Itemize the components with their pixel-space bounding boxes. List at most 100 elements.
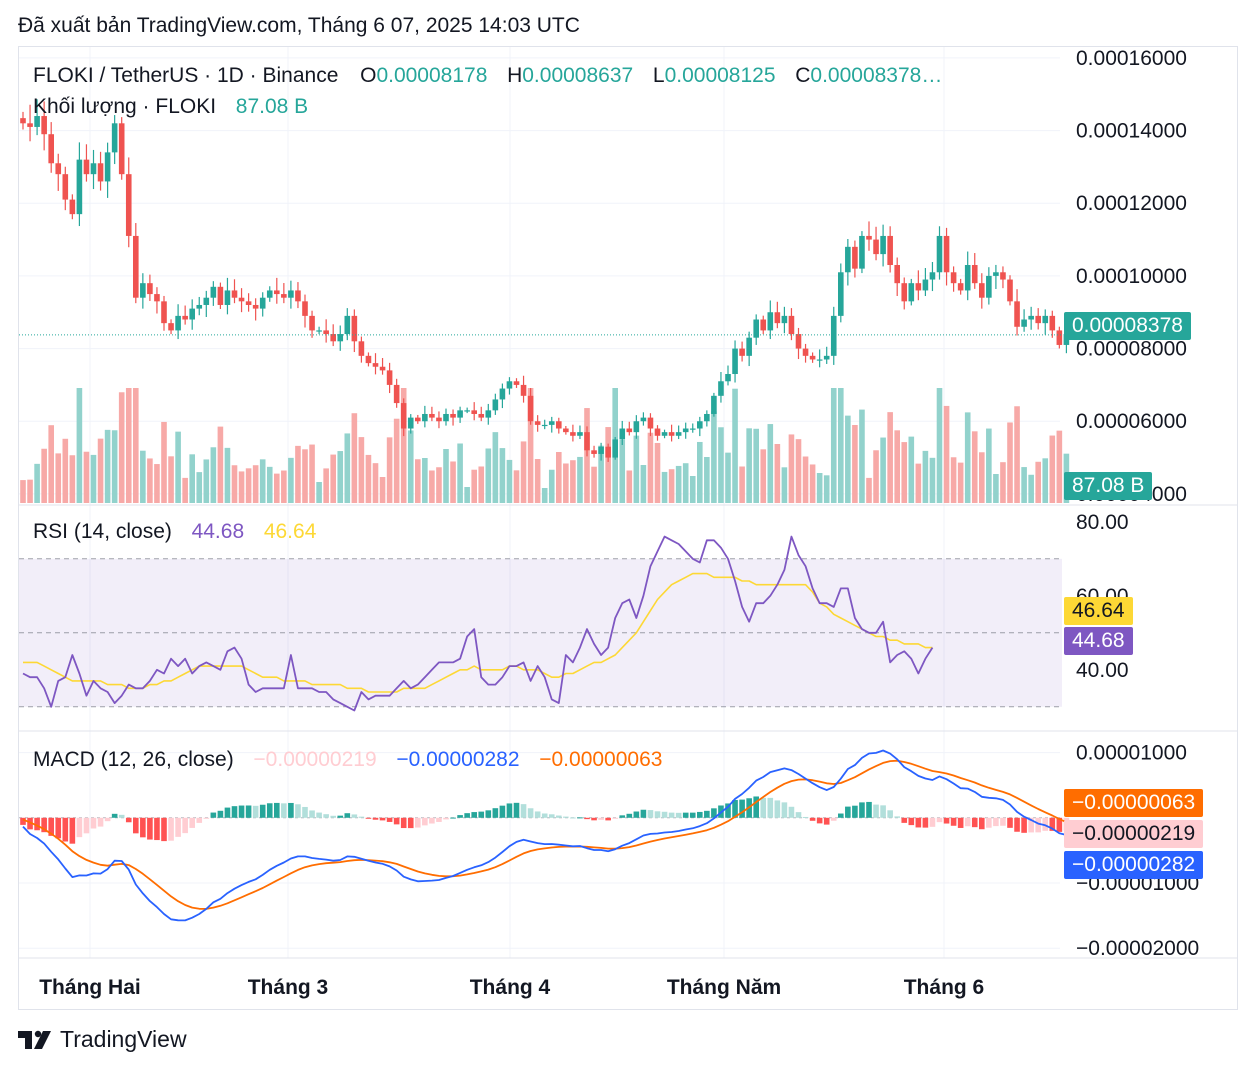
- rsi-value: 44.68: [191, 520, 245, 543]
- volume-bar: [979, 452, 985, 503]
- candle-body: [986, 275, 992, 298]
- candle-body: [27, 123, 33, 127]
- macd-histogram-bar: [499, 805, 506, 818]
- macd-histogram-bar: [682, 812, 689, 818]
- volume-bar: [379, 477, 386, 503]
- volume-bar: [34, 463, 40, 503]
- volume-bar: [76, 388, 83, 503]
- candle-body: [288, 290, 294, 298]
- macd-histogram-bar: [1021, 817, 1027, 833]
- macd-histogram-bar: [365, 817, 372, 819]
- volume-bar: [922, 450, 929, 503]
- rsi-ma-value: 46.64: [263, 520, 317, 543]
- candle-body: [450, 413, 456, 418]
- macd-label[interactable]: MACD (12, 26, close): [33, 748, 234, 771]
- candle-body: [104, 152, 111, 182]
- candle-body: [584, 432, 590, 451]
- footer-brand-name: TradingView: [60, 1026, 187, 1052]
- macd-histogram-bar: [485, 810, 492, 818]
- volume-bar: [936, 388, 943, 503]
- macd-histogram-bar: [809, 817, 816, 821]
- macd-histogram-bar: [478, 811, 485, 818]
- candle-body: [682, 428, 689, 433]
- volume-bar: [802, 456, 809, 503]
- macd-histogram-bar: [48, 817, 54, 836]
- macd-histogram-bar: [351, 814, 358, 818]
- candle-body: [612, 439, 618, 458]
- candle-body: [161, 301, 167, 324]
- candle-body: [97, 163, 104, 182]
- macd-histogram-bar: [964, 817, 971, 827]
- macd-histogram-bar: [816, 817, 823, 824]
- macd-histogram-bar: [548, 814, 555, 818]
- macd-axis-tick: −0.00002000: [1076, 937, 1199, 960]
- macd-histogram-bar: [668, 812, 675, 818]
- candle-body: [845, 246, 851, 273]
- volume-bar: [541, 488, 548, 503]
- rsi-line: [22, 535, 934, 712]
- macd-histogram-bar: [175, 817, 181, 837]
- volume-bar: [309, 444, 315, 503]
- volume-bar: [27, 479, 33, 503]
- volume-bar: [971, 431, 978, 503]
- macd-histogram-bar: [27, 817, 33, 830]
- candle-body: [626, 428, 633, 433]
- volume-bar: [725, 452, 731, 503]
- volume-label[interactable]: Khối lượng · FLOKI: [33, 95, 217, 118]
- volume-bar: [48, 425, 54, 503]
- macd-histogram-bar: [133, 817, 139, 834]
- volume-bar: [485, 448, 492, 503]
- macd-histogram-bar: [379, 817, 386, 821]
- candle-body: [415, 417, 421, 422]
- macd-histogram-bar: [915, 817, 922, 828]
- macd-histogram-bar: [422, 817, 428, 826]
- macd-histogram-bar: [880, 805, 886, 818]
- volume-bar: [661, 471, 668, 503]
- macd-histogram-bar: [372, 817, 379, 820]
- candle-body: [34, 116, 40, 127]
- price-axis-tick: 0.00016000: [1076, 47, 1187, 70]
- close-label: C: [795, 64, 811, 87]
- volume-bar: [323, 468, 329, 503]
- macd-histogram-bar: [591, 817, 597, 821]
- macd-histogram-bar: [901, 817, 908, 823]
- candle-body: [746, 337, 752, 356]
- candle-body: [266, 290, 273, 298]
- macd-histogram-bar: [598, 817, 604, 820]
- volume-bar: [189, 454, 195, 503]
- footer-brand[interactable]: TradingView: [18, 1026, 187, 1053]
- volume-bar: [69, 455, 76, 503]
- candle-body: [224, 290, 231, 305]
- candle-body: [175, 315, 181, 331]
- macd-histogram-bar: [118, 814, 125, 818]
- macd-histogram-bar: [753, 796, 759, 818]
- macd-histogram-bar: [605, 817, 611, 821]
- candle-body: [697, 421, 703, 429]
- macd-histogram-bar: [245, 805, 252, 818]
- macd-histogram-bar: [266, 803, 273, 818]
- volume-bar: [880, 437, 886, 503]
- macd-histogram-bar: [697, 811, 703, 818]
- macd-histogram-bar: [203, 817, 210, 819]
- candle-body: [598, 446, 604, 454]
- volume-bar: [633, 435, 640, 503]
- rsi-label[interactable]: RSI (14, close): [33, 520, 172, 543]
- candle-body: [407, 417, 414, 429]
- volume-bar: [640, 465, 647, 503]
- volume-bar: [168, 456, 174, 503]
- macd-histogram-bar: [316, 812, 322, 818]
- volume-bar: [823, 475, 830, 503]
- volume-bar: [795, 439, 802, 503]
- macd-histogram-bar: [866, 801, 872, 818]
- volume-bar: [852, 425, 858, 503]
- volume-bar: [161, 421, 167, 503]
- candle-body: [527, 395, 534, 422]
- volume-bar: [400, 388, 407, 503]
- volume-bar: [739, 466, 745, 503]
- symbol-label[interactable]: FLOKI / TetherUS · 1D · Binance: [33, 64, 339, 87]
- volume-bar: [527, 388, 534, 503]
- volume-bar: [718, 427, 724, 503]
- candle-body: [302, 301, 308, 316]
- candle-body: [295, 290, 301, 302]
- candle-body: [718, 381, 724, 396]
